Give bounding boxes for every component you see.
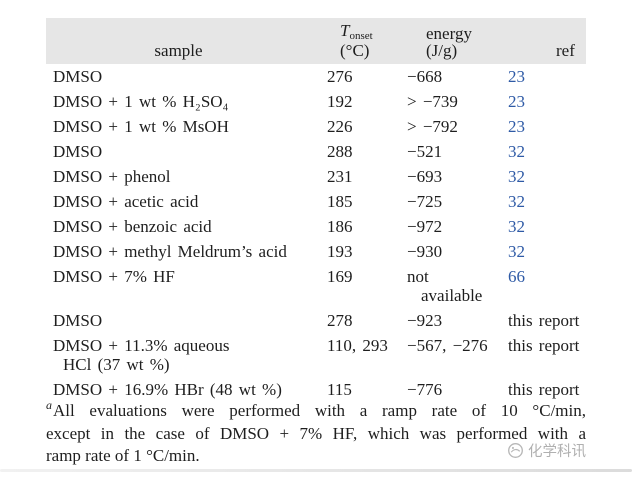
ref-citation-link[interactable]: 32 — [508, 142, 525, 161]
tonset-cell: 186 — [327, 217, 353, 236]
table-header-row: sample Tonset (°C) energy (J/g) ref — [46, 18, 586, 64]
tonset-cell: 185 — [327, 192, 353, 211]
tonset-cell: 192 — [327, 92, 353, 111]
ref-citation-link[interactable]: 32 — [508, 242, 525, 261]
sample-cell: DMSO + 1 wt % MsOH — [53, 117, 229, 136]
table-row: DMSO + phenol 231 −693 32 — [46, 164, 586, 189]
ref-citation-link[interactable]: 23 — [508, 67, 525, 86]
table-row: DMSO 276 −668 23 — [46, 64, 586, 89]
table-footnote: aAll evaluations were performed with a r… — [46, 398, 586, 468]
tonset-unit: (°C) — [340, 41, 370, 60]
table-row: DMSO + 11.3% aqueous HCl (37 wt %) 110, … — [46, 333, 586, 377]
table-row: DMSO + 1 wt % MsOH 226 > −792 23 — [46, 114, 586, 139]
ref-citation-link[interactable]: 32 — [508, 167, 525, 186]
ref-cell: this report — [508, 380, 580, 399]
table-row: DMSO + 7% HF 169 not available 66 — [46, 264, 586, 308]
watermark: 化学科讯 — [507, 440, 586, 461]
table-row: DMSO 278 −923 this report — [46, 308, 586, 333]
ref-citation-link[interactable]: 66 — [508, 267, 525, 286]
ref-cell: this report — [508, 336, 580, 355]
footnote-marker: a — [46, 398, 52, 413]
energy-cell: −693 — [407, 167, 443, 186]
footnote-line: except in the case of DMSO + 7% HF, whic… — [46, 423, 586, 443]
ref-citation-link[interactable]: 23 — [508, 117, 525, 136]
energy-cell: −725 — [407, 192, 443, 211]
energy-cell: −567, −276 — [407, 336, 488, 355]
sample-cell: DMSO — [53, 142, 103, 161]
footnote-text: All evaluations were performed with a ra… — [53, 401, 586, 420]
ref-citation-link[interactable]: 32 — [508, 192, 525, 211]
energy-cell: −668 — [407, 67, 443, 86]
thermal-stability-table: sample Tonset (°C) energy (J/g) ref DMSO… — [46, 18, 586, 402]
sample-cell: DMSO + benzoic acid — [53, 217, 212, 236]
table-row: DMSO + 1 wt % H₂SO₄ 192 > −739 23 — [46, 89, 586, 114]
chemistry-news-logo-icon — [508, 443, 523, 458]
energy-cell: −521 — [407, 142, 443, 161]
footnote-line: aAll evaluations were performed with a r… — [46, 398, 586, 423]
tonset-cell: 276 — [327, 67, 353, 86]
sample-cell: DMSO + 7% HF — [53, 267, 175, 286]
sample-cell: DMSO — [53, 67, 103, 86]
table-row: DMSO + benzoic acid 186 −972 32 — [46, 214, 586, 239]
sample-cell: DMSO + 16.9% HBr (48 wt %) — [53, 380, 282, 399]
table-row: DMSO + acetic acid 185 −725 32 — [46, 189, 586, 214]
energy-cell: −930 — [407, 242, 443, 261]
tonset-symbol: T — [340, 21, 350, 40]
tonset-cell: 110, 293 — [327, 336, 388, 355]
header-sample-label: sample — [154, 41, 203, 60]
ref-citation-link[interactable]: 23 — [508, 92, 525, 111]
header-sample: sample — [46, 18, 327, 64]
tonset-cell: 278 — [327, 311, 353, 330]
tonset-subscript: onset — [349, 30, 373, 42]
table-row: DMSO 288 −521 32 — [46, 139, 586, 164]
tonset-cell: 115 — [327, 380, 352, 399]
tonset-cell: 193 — [327, 242, 353, 261]
header-tonset: Tonset (°C) — [327, 18, 407, 64]
energy-cell: −972 — [407, 217, 443, 236]
ref-citation-link[interactable]: 32 — [508, 217, 525, 236]
energy-cell: −923 — [407, 311, 443, 330]
table-row: DMSO + methyl Meldrum’s acid 193 −930 32 — [46, 239, 586, 264]
energy-unit: (J/g) — [426, 41, 458, 60]
energy-cell: > −792 — [407, 117, 458, 136]
ref-label: ref — [556, 41, 575, 60]
energy-label: energy — [426, 24, 472, 43]
energy-cell: not available — [407, 267, 483, 305]
energy-cell: −776 — [407, 380, 443, 399]
table-row: DMSO + 16.9% HBr (48 wt %) 115 −776 this… — [46, 377, 586, 402]
tonset-cell: 288 — [327, 142, 353, 161]
tonset-cell: 231 — [327, 167, 353, 186]
energy-cell: > −739 — [407, 92, 458, 111]
footnote-line: ramp rate of 1 °C/min. — [46, 446, 200, 465]
photo-edge-artifact — [0, 469, 632, 472]
sample-cell: DMSO + 11.3% aqueous HCl (37 wt %) — [53, 336, 230, 374]
header-ref: ref — [508, 18, 586, 64]
watermark-text: 化学科讯 — [528, 444, 586, 460]
ref-cell: this report — [508, 311, 580, 330]
sample-cell: DMSO + 1 wt % H₂SO₄ — [53, 92, 229, 111]
tonset-cell: 169 — [327, 267, 353, 286]
sample-cell: DMSO — [53, 311, 103, 330]
header-energy: energy (J/g) — [407, 18, 508, 64]
sample-cell: DMSO + methyl Meldrum’s acid — [53, 242, 287, 261]
sample-cell: DMSO + acetic acid — [53, 192, 199, 211]
tonset-cell: 226 — [327, 117, 353, 136]
sample-cell: DMSO + phenol — [53, 167, 171, 186]
